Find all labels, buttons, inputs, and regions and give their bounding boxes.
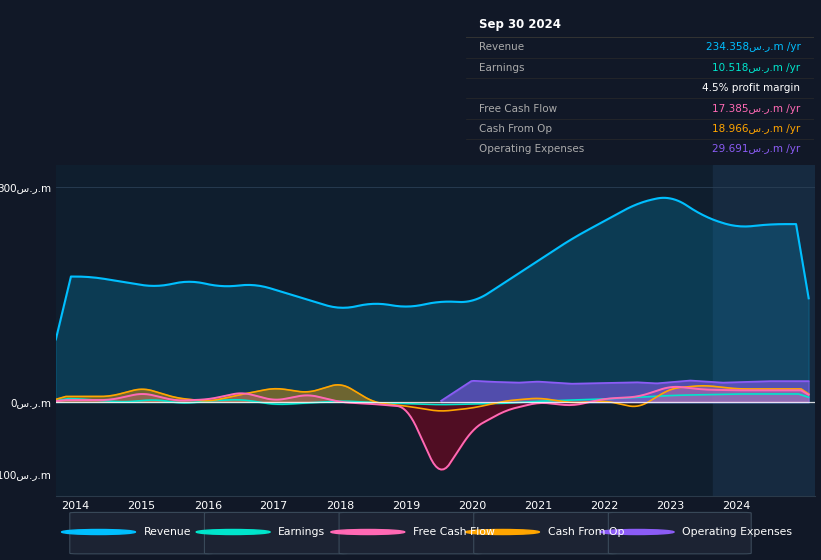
Text: 29.691س.ر.m /yr: 29.691س.ر.m /yr: [713, 144, 800, 155]
Bar: [713, 165, 815, 496]
Text: Earnings: Earnings: [278, 527, 325, 537]
Text: Earnings: Earnings: [479, 63, 525, 73]
FancyBboxPatch shape: [474, 512, 617, 554]
Circle shape: [466, 530, 539, 534]
Text: 17.385س.ر.m /yr: 17.385س.ر.m /yr: [713, 104, 800, 114]
Text: 4.5% profit margin: 4.5% profit margin: [703, 83, 800, 93]
Text: Operating Expenses: Operating Expenses: [479, 144, 585, 155]
FancyBboxPatch shape: [339, 512, 482, 554]
FancyBboxPatch shape: [204, 512, 347, 554]
Text: Free Cash Flow: Free Cash Flow: [413, 527, 495, 537]
Text: Cash From Op: Cash From Op: [479, 124, 553, 134]
Text: Revenue: Revenue: [479, 43, 525, 53]
Circle shape: [196, 530, 270, 534]
Text: Sep 30 2024: Sep 30 2024: [479, 18, 562, 31]
Text: Revenue: Revenue: [144, 527, 191, 537]
Circle shape: [62, 530, 135, 534]
Text: 234.358س.ر.m /yr: 234.358س.ر.m /yr: [705, 43, 800, 53]
FancyBboxPatch shape: [608, 512, 751, 554]
Circle shape: [600, 530, 674, 534]
Text: Free Cash Flow: Free Cash Flow: [479, 104, 557, 114]
Text: Operating Expenses: Operating Expenses: [682, 527, 792, 537]
Text: Cash From Op: Cash From Op: [548, 527, 624, 537]
Text: 10.518س.ر.m /yr: 10.518س.ر.m /yr: [713, 63, 800, 73]
FancyBboxPatch shape: [70, 512, 213, 554]
Text: 18.966س.ر.m /yr: 18.966س.ر.m /yr: [713, 124, 800, 134]
Circle shape: [331, 530, 405, 534]
